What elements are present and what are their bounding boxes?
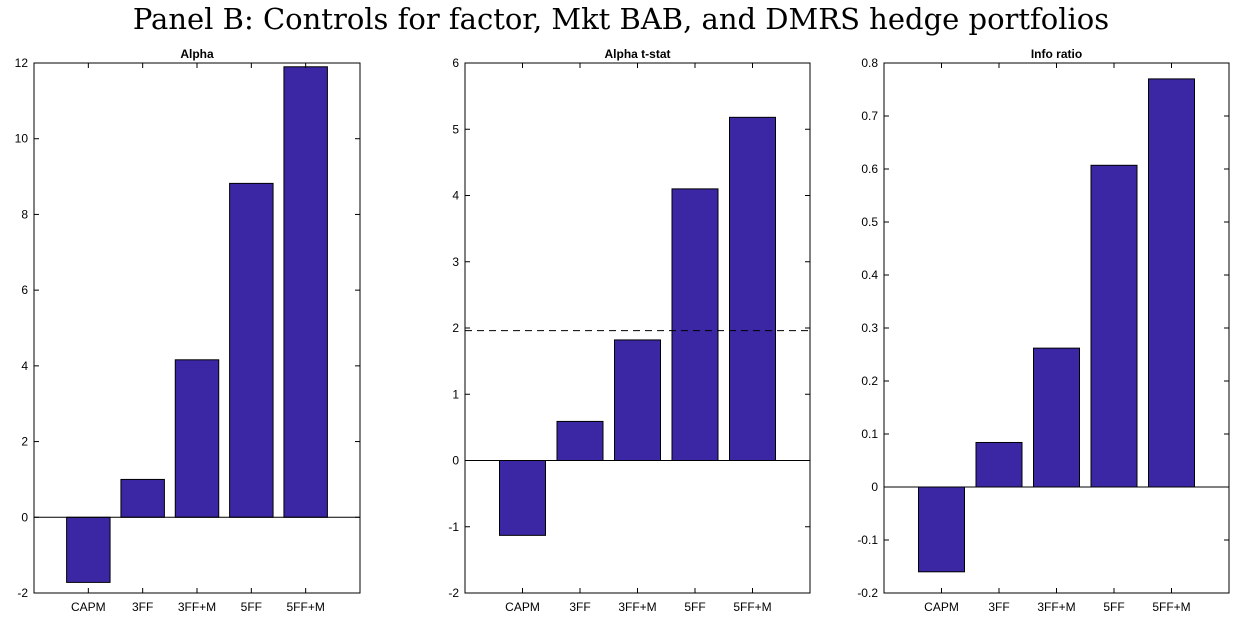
x-tick-label: 5FF [1103,600,1124,614]
alpha-t-stat-chart: Alpha t-stat -2 -1 0 1 2 3 4 5 6 CAPM 3FF 3FF+M 5FF 5F… [448,47,811,614]
y-tick-label: 2 [452,321,459,335]
y-tick-label: 0 [871,480,878,494]
x-tick-label: 3FF [132,600,153,614]
y-tick-label: 8 [21,207,28,221]
y-tick-label: 4 [452,189,459,203]
x-tick-label: 5FF+M [1152,600,1190,614]
bar-3ff [120,478,165,518]
bar-5ff-m [283,66,328,518]
bar-5ff-m [1148,78,1195,488]
x-tick-label: 5FF+M [286,600,324,614]
x-tick-label: 3FF+M [178,600,216,614]
x-tick-label: 3FF+M [618,600,656,614]
bar-capm [66,516,111,583]
bar-3ff-m [1033,347,1080,488]
y-tick-label: -0.2 [857,586,878,600]
alpha-chart: Alpha -2 0 2 4 6 8 10 12 CAPM 3FF 3FF+M 5FF 5FF+M [15,47,361,614]
y-tick-label: -1 [448,520,459,534]
x-tick-label: 3FF [569,600,590,614]
y-tick-label: 2 [21,435,28,449]
subplot-title: Alpha t-stat [605,47,671,61]
bar-5ff [671,188,719,461]
y-tick-label: 0.2 [861,374,878,388]
y-tick-label: 0.4 [861,268,878,282]
y-tick-label: 0.6 [861,162,878,176]
y-tick-label: 10 [15,132,29,146]
y-tick-label: 0.8 [861,56,878,70]
bar-3ff-m [614,339,661,461]
y-tick-label: 5 [452,122,459,136]
y-tick-label: -2 [17,586,28,600]
subplot-title: Alpha [180,47,214,61]
y-tick-label: 4 [21,359,28,373]
x-tick-label: 5FF+M [733,600,771,614]
bar-5ff [229,182,274,518]
bar-5ff-m [729,116,776,461]
y-tick-label: 0.3 [861,321,878,335]
y-tick-label: 6 [452,56,459,70]
y-tick-label: 0 [21,510,28,524]
x-tick-label: 3FF [988,600,1009,614]
figure-title: Panel B: Controls for factor, Mkt BAB, a… [132,2,1110,36]
bar-3ff [556,420,604,462]
x-tick-label: CAPM [71,600,106,614]
y-tick-label: 0 [452,454,459,468]
info-ratio-chart: Info ratio -0.2 -0.1 0 0.1 0.2 0.3 0.4 0.5 0.6 0.7… [857,47,1230,614]
x-tick-label: 3FF+M [1037,600,1075,614]
y-tick-label: -0.1 [857,533,878,547]
y-tick-label: 3 [452,255,459,269]
y-tick-label: 0.7 [861,109,878,123]
bar-3ff-m [174,359,220,518]
y-tick-label: 1 [452,387,459,401]
y-tick-label: 0.1 [861,427,878,441]
x-tick-label: 5FF [684,600,705,614]
bar-capm [499,460,546,536]
bar-5ff [1090,164,1138,488]
subplot-title: Info ratio [1031,47,1082,61]
y-tick-label: 12 [15,56,29,70]
y-tick-label: 6 [21,283,28,297]
y-tick-label: 0.5 [861,215,878,229]
bar-capm [918,486,965,573]
x-tick-label: CAPM [924,600,959,614]
y-tick-label: -2 [448,586,459,600]
x-tick-label: 5FF [241,600,262,614]
bar-3ff [975,441,1023,488]
x-tick-label: CAPM [505,600,540,614]
